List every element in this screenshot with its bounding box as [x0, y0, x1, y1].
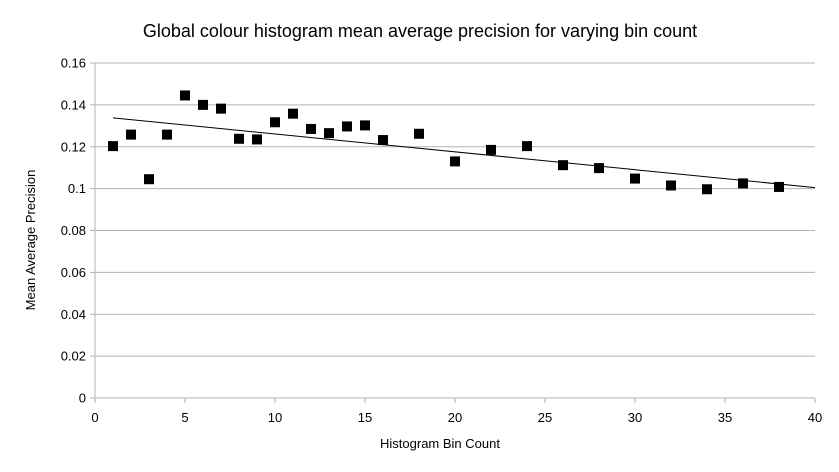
data-point: [108, 141, 118, 152]
x-tick-label: 20: [448, 410, 462, 425]
y-tick-label: 0.02: [61, 349, 86, 364]
y-tick-label: 0.12: [61, 139, 86, 154]
data-point: [252, 134, 262, 145]
data-point: [126, 129, 136, 140]
data-point: [486, 144, 496, 155]
data-point: [216, 103, 226, 114]
y-axis-label: Mean Average Precision: [23, 170, 38, 311]
data-point: [702, 184, 712, 195]
data-point: [558, 160, 568, 171]
x-tick-label: 35: [718, 410, 732, 425]
y-tick-labels: 0 0.02 0.04 0.06 0.08 0.1 0.12 0.14 0.16: [61, 56, 86, 406]
x-tick-label: 15: [358, 410, 372, 425]
y-tick-label: 0.06: [61, 265, 86, 280]
x-tick-label: 0: [91, 410, 98, 425]
x-tick-label: 25: [538, 410, 552, 425]
data-point: [738, 178, 748, 189]
data-point: [324, 128, 334, 139]
y-tick-label: 0.16: [61, 56, 86, 71]
data-point: [360, 120, 370, 131]
x-axis-label: Histogram Bin Count: [380, 436, 500, 451]
data-point: [774, 181, 784, 192]
trendline-group: [112, 117, 816, 189]
data-point: [198, 99, 208, 110]
gridlines: [95, 62, 815, 399]
x-tick-labels: 0 5 10 15 20 25 30 35 40: [91, 410, 822, 425]
trendline: [112, 117, 816, 189]
data-point: [144, 174, 154, 185]
y-tick-label: 0.1: [68, 181, 86, 196]
y-tick-label: 0: [79, 391, 86, 406]
data-point: [666, 180, 676, 191]
data-point: [522, 141, 532, 152]
data-point: [180, 90, 190, 101]
y-tick-label: 0.04: [61, 307, 86, 322]
chart-title: Global colour histogram mean average pre…: [143, 21, 697, 41]
x-tick-label: 10: [268, 410, 282, 425]
data-point: [162, 129, 172, 140]
data-point: [270, 117, 280, 128]
data-point: [378, 135, 388, 146]
y-tick-label: 0.14: [61, 97, 86, 112]
x-tick-label: 40: [808, 410, 822, 425]
y-tick-label: 0.08: [61, 223, 86, 238]
data-point: [414, 128, 424, 139]
data-point: [594, 163, 604, 174]
data-points: [108, 90, 784, 195]
data-point: [234, 133, 244, 144]
x-tick-label: 5: [181, 410, 188, 425]
data-point: [288, 108, 298, 119]
data-point: [630, 173, 640, 184]
data-point: [342, 121, 352, 132]
axes: [90, 62, 816, 403]
x-tick-label: 30: [628, 410, 642, 425]
data-point: [450, 156, 460, 167]
data-point: [306, 123, 316, 134]
